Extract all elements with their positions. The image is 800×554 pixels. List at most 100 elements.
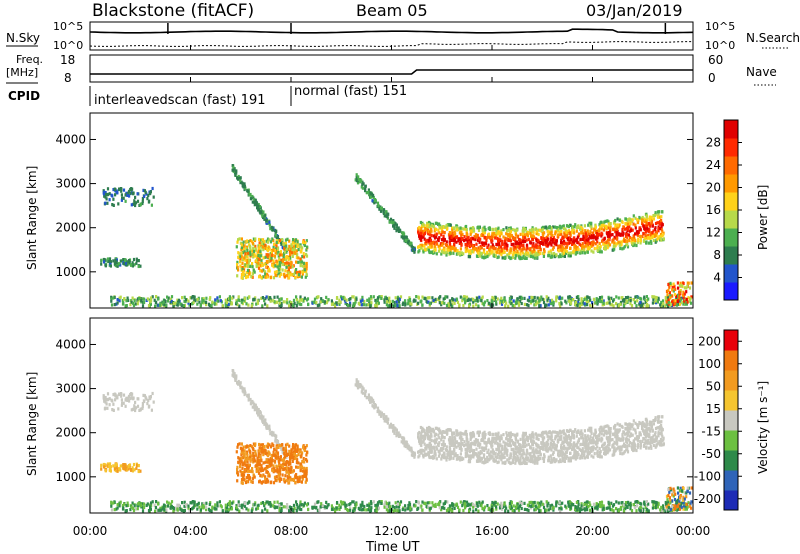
power-cell <box>476 233 479 237</box>
velocity-cell <box>230 507 233 511</box>
power-cell <box>106 257 110 261</box>
power-cell <box>157 303 160 307</box>
power-cell <box>494 254 497 258</box>
velocity-cell <box>143 502 146 506</box>
power-cell <box>427 232 430 236</box>
velocity-cell <box>126 398 129 402</box>
velocity-cell <box>519 504 522 508</box>
velocity-cell <box>109 467 112 471</box>
power-cell <box>349 303 352 307</box>
velocity-cell <box>376 406 380 410</box>
velocity-cell <box>132 508 136 513</box>
velocity-cell <box>372 500 375 504</box>
power-cell <box>125 304 128 308</box>
velocity-cell <box>388 425 391 429</box>
velocity-cell <box>635 509 638 513</box>
power-cell <box>287 247 290 251</box>
power-cell <box>110 297 113 301</box>
power-cell <box>647 234 650 238</box>
power-cell <box>247 303 250 307</box>
velocity-cell <box>116 467 120 471</box>
power-cell <box>469 240 473 244</box>
power-cell <box>372 295 375 299</box>
power-cell <box>143 297 146 301</box>
velocity-cell <box>265 422 268 426</box>
power-cell <box>619 233 622 237</box>
velocity-cell <box>243 387 246 391</box>
power-cell <box>532 255 535 259</box>
power-cell <box>472 304 475 308</box>
velocity-cell <box>143 399 146 404</box>
velocity-cell <box>596 505 599 509</box>
power-cell <box>551 255 554 259</box>
velocity-cell <box>477 509 480 513</box>
power-cell <box>261 263 264 267</box>
power-cell <box>442 241 445 245</box>
power-cell <box>243 184 246 188</box>
power-cell <box>517 245 520 249</box>
power-cell <box>528 228 531 232</box>
power-cell <box>465 295 469 299</box>
velocity-cell <box>417 506 420 510</box>
velocity-cell <box>466 503 469 507</box>
velocity-cell <box>600 505 603 509</box>
power-cell <box>254 244 257 248</box>
power-cell <box>264 270 267 274</box>
power-cell <box>668 285 671 289</box>
power-cell <box>689 301 693 305</box>
power-cell <box>462 252 465 256</box>
power-cell <box>501 242 504 246</box>
power-cell <box>389 300 392 304</box>
power-cell <box>420 299 423 303</box>
power-cell <box>543 248 546 252</box>
power-cell <box>609 228 612 232</box>
velocity-cell <box>445 508 449 513</box>
power-cell <box>528 295 531 300</box>
velocity-cell <box>214 503 217 507</box>
freq-right-tick-bottom: 0 <box>708 71 716 85</box>
power-cell <box>245 271 248 275</box>
power-cell <box>491 232 494 236</box>
power-cell <box>278 274 281 278</box>
velocity-cell <box>504 509 507 513</box>
velocity-cell <box>274 438 277 442</box>
power-cell <box>115 191 118 195</box>
power-cell <box>659 235 663 239</box>
velocity-panel <box>89 317 694 514</box>
power-cell <box>118 187 121 192</box>
velocity-cell <box>122 393 126 397</box>
velocity-cell <box>255 507 258 511</box>
power-cell <box>256 258 259 262</box>
power-cell <box>267 269 270 273</box>
power-cell <box>274 273 277 277</box>
power-cell <box>517 303 521 307</box>
power-cell <box>273 295 276 299</box>
velocity-cell <box>131 501 134 505</box>
power-cell <box>514 236 517 240</box>
power-cell <box>525 238 528 242</box>
power-cell <box>124 193 127 197</box>
velocity-cell <box>561 501 564 505</box>
power-cell <box>278 259 281 263</box>
velocity-cell <box>487 506 491 510</box>
power-cell <box>676 296 679 300</box>
power-cell <box>535 251 538 255</box>
velocity-cell <box>624 501 628 505</box>
velocity-cell <box>172 509 175 513</box>
power-cell <box>541 297 544 301</box>
power-cell <box>654 233 657 238</box>
power-cell <box>418 225 421 230</box>
velocity-cell <box>134 400 137 404</box>
power-cell <box>154 304 157 308</box>
power-cell <box>294 244 298 248</box>
power-cell <box>430 227 433 231</box>
power-cell <box>466 247 469 251</box>
power-cell <box>571 242 574 246</box>
power-cell <box>624 233 628 237</box>
power-cell <box>579 243 583 247</box>
power-cell <box>588 303 592 307</box>
power-cell <box>379 209 383 213</box>
power-cell <box>590 222 593 226</box>
power-cell <box>237 251 240 255</box>
power-cell <box>457 237 460 241</box>
